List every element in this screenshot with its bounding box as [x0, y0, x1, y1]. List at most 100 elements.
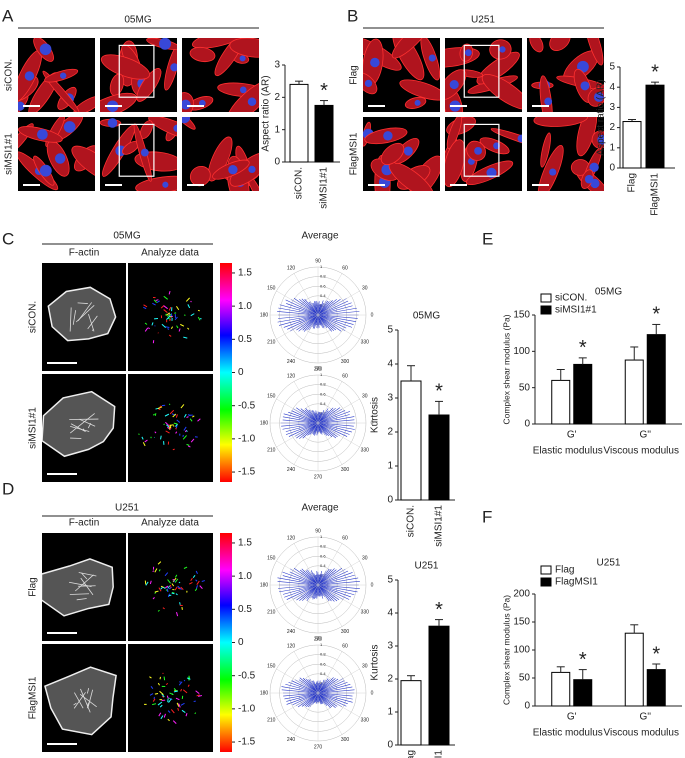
- fiber: [72, 310, 77, 325]
- polar-spoke: [296, 422, 319, 439]
- fiber: [70, 423, 86, 432]
- polar-spoke: [317, 568, 343, 586]
- fiber: [165, 585, 169, 588]
- polar-radius-label: 1: [320, 372, 323, 377]
- fiber: [158, 587, 162, 592]
- legend-label: Flag: [555, 565, 574, 576]
- polar-spoke: [277, 581, 319, 586]
- colorbar-tick-label: 1.0: [238, 301, 252, 312]
- micrograph-content: [138, 403, 201, 451]
- fiber: [160, 715, 164, 720]
- polar-spoke: [284, 584, 319, 598]
- fiber: [165, 430, 170, 434]
- fiber: [86, 702, 89, 709]
- nucleus: [499, 46, 506, 53]
- panel-label: D: [2, 479, 14, 498]
- polar-spoke: [298, 314, 319, 332]
- polar-axis: [293, 422, 319, 465]
- nucleus: [370, 57, 380, 68]
- y-tick-label: 0: [524, 419, 530, 430]
- fiber: [170, 709, 175, 714]
- fiber: [161, 693, 165, 698]
- fiber: [169, 424, 172, 429]
- polar-spoke: [317, 298, 341, 316]
- nucleus: [549, 168, 557, 176]
- fiber: [157, 561, 162, 565]
- nucleus: [449, 80, 459, 90]
- polar-spoke: [286, 303, 319, 316]
- polar-spoke: [317, 572, 353, 586]
- x-tick-label: Flag: [406, 750, 417, 758]
- fiber: [178, 328, 181, 332]
- colorbar-tick-label: 1.5: [238, 268, 252, 279]
- row-label: siMSI1#1: [4, 133, 15, 175]
- fiber: [182, 435, 187, 440]
- polar-angle-label: 120: [287, 374, 296, 380]
- colorbar-tick-label: 1.0: [238, 571, 252, 582]
- polar-radius-label: 1: [320, 264, 323, 269]
- group-title: Elastic modulus: [533, 728, 603, 739]
- fiber: [149, 580, 152, 585]
- fiber: [154, 693, 159, 695]
- bar: [400, 380, 422, 501]
- fiber: [150, 685, 154, 689]
- polar-angle-label: 30: [362, 393, 368, 399]
- fiber: [163, 305, 168, 310]
- micrograph: [42, 644, 126, 752]
- polar-radius-label: 0.2: [320, 410, 326, 415]
- panel-title: U251: [115, 503, 139, 514]
- fiber: [158, 569, 161, 572]
- fiber: [77, 302, 88, 304]
- group-title: Elastic modulus: [533, 446, 603, 457]
- fiber: [172, 577, 177, 583]
- polar-axis: [276, 422, 319, 448]
- fiber: [163, 309, 168, 314]
- row-label: siMSI1#1: [28, 407, 39, 449]
- y-tick-label: 5: [387, 325, 393, 336]
- polar-spoke: [317, 584, 338, 602]
- y-tick-label: 4: [609, 82, 615, 93]
- micrograph-content: [529, 38, 604, 112]
- bar: [646, 669, 666, 707]
- fiber: [165, 421, 170, 426]
- polar-spoke: [317, 416, 355, 424]
- fiber: [166, 695, 169, 699]
- fiber: [175, 697, 180, 701]
- polar-angle-label: 330: [361, 717, 370, 723]
- polar-radius-label: 0.6: [320, 283, 326, 288]
- y-tick-label: 1: [274, 124, 280, 135]
- polar-angle-label: 210: [267, 717, 276, 723]
- fiber: [174, 586, 178, 591]
- panel-label: E: [482, 229, 493, 248]
- fiber: [190, 313, 195, 317]
- micrograph: [100, 117, 177, 191]
- polar-spoke: [317, 692, 348, 705]
- polar-angle-label: 240: [287, 629, 296, 635]
- polar-angle-label: 60: [342, 536, 348, 542]
- fiber: [73, 692, 86, 709]
- fiber: [185, 297, 190, 302]
- polar-axis: [293, 692, 319, 735]
- colorbar-tick-label: -1.0: [238, 704, 256, 715]
- fiber: [168, 290, 171, 295]
- polar-spoke: [317, 407, 341, 424]
- polar-angle-label: 60: [342, 266, 348, 272]
- fiber: [152, 597, 155, 600]
- cell: [391, 38, 431, 59]
- cell: [229, 38, 259, 58]
- polar-spoke: [317, 584, 360, 589]
- polar-spoke: [317, 422, 355, 430]
- polar-radius-label: 0.6: [320, 661, 326, 666]
- polar-angle-label: 270: [314, 474, 323, 480]
- fiber: [195, 570, 198, 574]
- polar-spoke: [281, 686, 319, 694]
- fiber: [182, 689, 188, 694]
- fiber: [190, 300, 192, 303]
- polar-angle-label: 240: [287, 359, 296, 365]
- x-tick-label: FlagMSI1: [434, 750, 445, 758]
- polar-spoke: [317, 422, 338, 437]
- significance-marker: *: [435, 381, 443, 403]
- polar-axis: [293, 543, 319, 586]
- x-tick-label: G'': [639, 430, 651, 441]
- polar-spoke: [317, 314, 358, 319]
